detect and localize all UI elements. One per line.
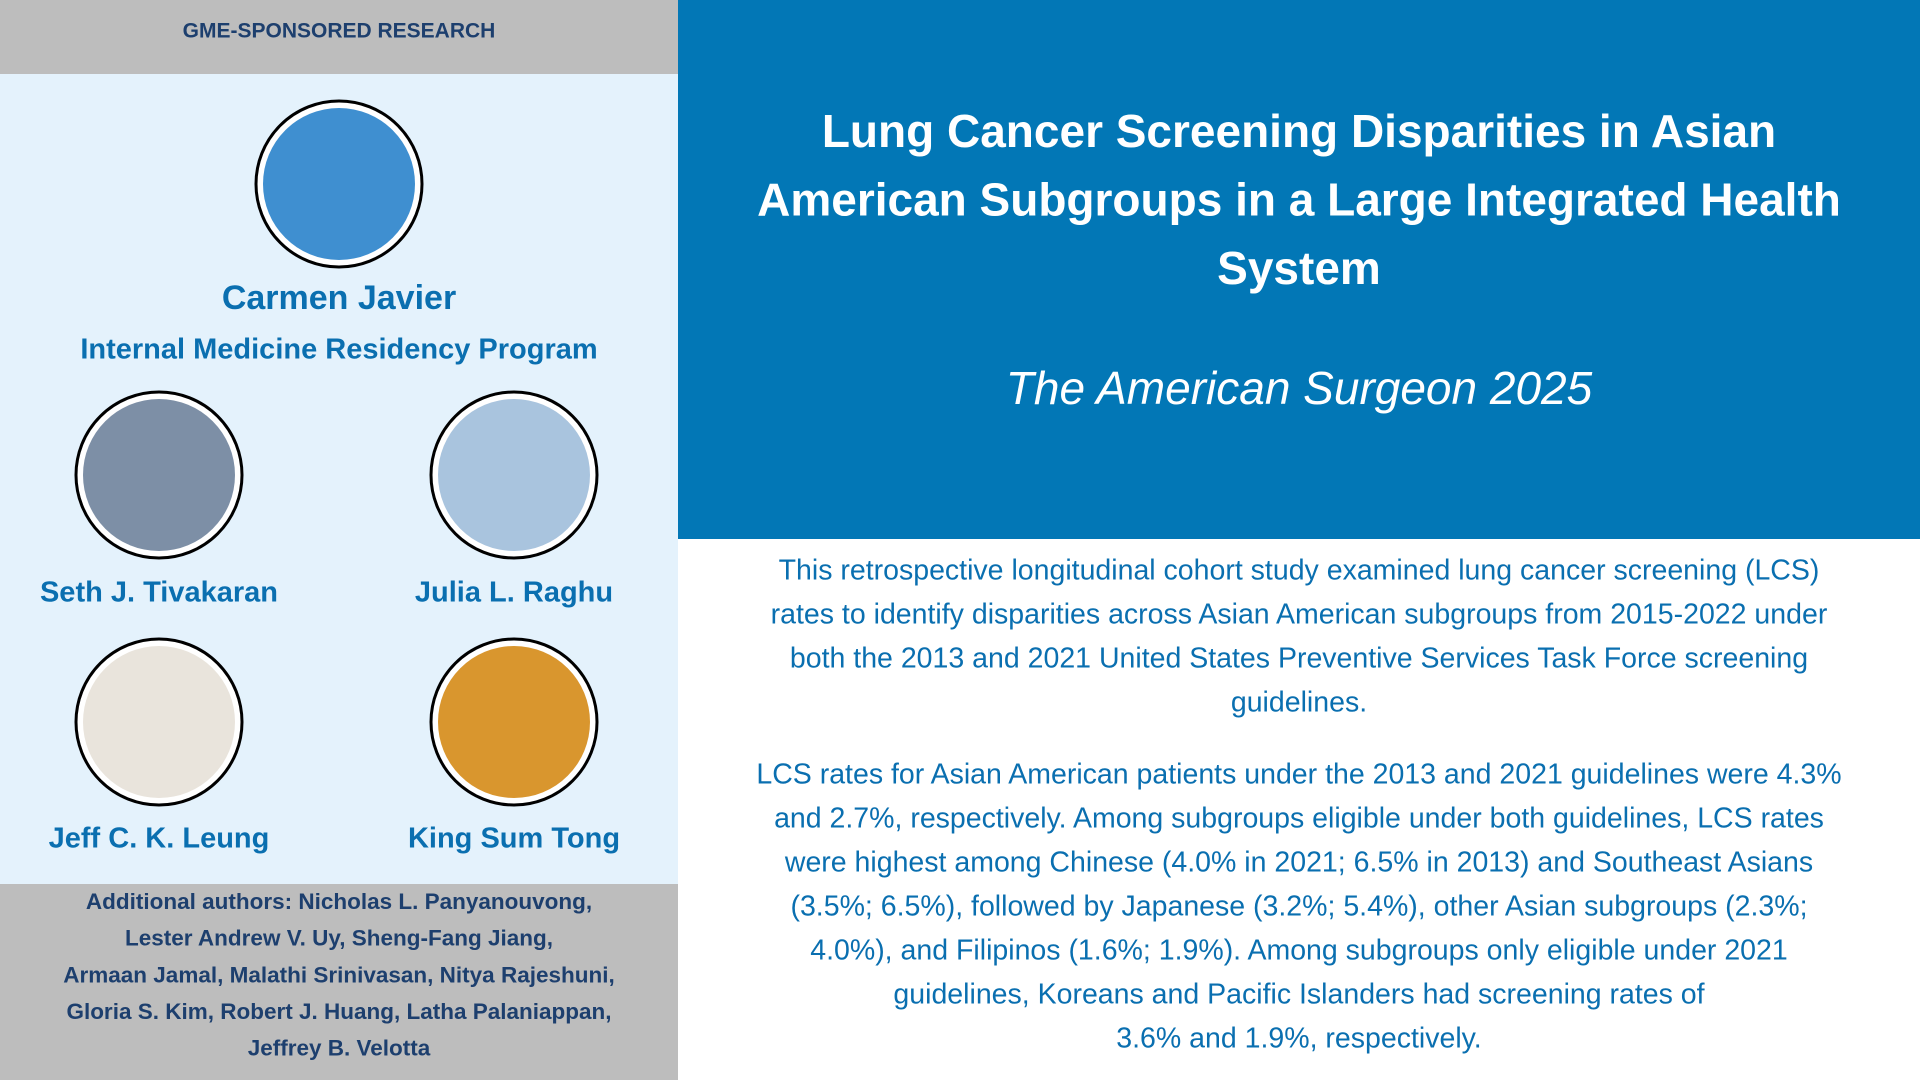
abstract-line: and 2.7%, respectively. Among subgroups … <box>774 803 1824 835</box>
abstract-line: (3.5%; 6.5%), followed by Japanese (3.2%… <box>790 891 1807 923</box>
journal: The American Surgeon 2025 <box>1006 362 1593 414</box>
photo <box>263 108 415 260</box>
header-label: GME-SPONSORED RESEARCH <box>183 20 496 43</box>
photos <box>74 99 599 807</box>
abstract-line: both the 2013 and 2021 United States Pre… <box>790 643 1808 675</box>
abstract-line: This retrospective longitudinal cohort s… <box>779 555 1820 587</box>
abstract-line: 4.0%), and Filipinos (1.6%; 1.9%). Among… <box>810 935 1788 967</box>
abstract-line: guidelines. <box>1231 687 1367 719</box>
footer-bar <box>0 884 678 1080</box>
header-bar <box>0 0 678 74</box>
additional-authors: Jeffrey B. Velotta <box>248 1036 431 1061</box>
abstract-box <box>678 539 1920 1080</box>
photo <box>83 399 235 551</box>
author-name: King Sum Tong <box>408 823 620 855</box>
additional-authors: Gloria S. Kim, Robert J. Huang, Latha Pa… <box>66 999 611 1024</box>
author-name: Jeff C. K. Leung <box>49 823 270 855</box>
additional-authors: Lester Andrew V. Uy, Sheng-Fang Jiang, <box>125 926 553 951</box>
featured-name: Carmen Javier <box>222 279 456 317</box>
abstract-line: rates to identify disparities across Asi… <box>771 599 1828 631</box>
photo <box>83 646 235 798</box>
photo <box>438 399 590 551</box>
paper-title: American Subgroups in a Large Integrated… <box>757 174 1841 226</box>
title-box <box>678 0 1920 539</box>
paper-title: System <box>1217 242 1381 294</box>
paper-title: Lung Cancer Screening Disparities in Asi… <box>822 105 1776 157</box>
photo <box>438 646 590 798</box>
author-name: Seth J. Tivakaran <box>40 577 278 609</box>
abstract-line: were highest among Chinese (4.0% in 2021… <box>784 847 1813 879</box>
additional-authors: Additional authors: Nicholas L. Panyanou… <box>86 889 592 914</box>
author-name: Julia L. Raghu <box>415 577 613 609</box>
additional-authors: Armaan Jamal, Malathi Srinivasan, Nitya … <box>63 962 614 987</box>
abstract-line: LCS rates for Asian American patients un… <box>756 759 1841 791</box>
abstract-line: 3.6% and 1.9%, respectively. <box>1116 1023 1481 1055</box>
abstract-line: guidelines, Koreans and Pacific Islander… <box>893 979 1704 1011</box>
featured-program: Internal Medicine Residency Program <box>80 334 597 366</box>
